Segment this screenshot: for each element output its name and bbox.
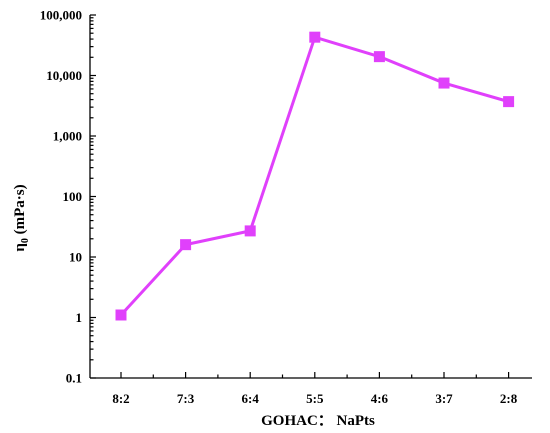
x-tick-label: 8:2 xyxy=(112,391,129,406)
x-tick-label: 4:6 xyxy=(371,391,389,406)
y-axis-title: η0 (mPa·s) xyxy=(12,184,31,251)
y-tick-label: 10,000 xyxy=(46,68,82,83)
y-tick-label: 100,000 xyxy=(40,8,82,23)
y-tick-label: 1 xyxy=(76,310,83,325)
axes xyxy=(89,15,532,379)
data-point-marker xyxy=(373,51,385,63)
y-tick-label: 0.1 xyxy=(66,371,82,386)
x-tick-label: 3:7 xyxy=(435,391,453,406)
x-tick-label: 2:8 xyxy=(500,391,518,406)
y-axis-title-subscript: 0 xyxy=(20,238,31,243)
y-axis-title-symbol: η xyxy=(12,243,28,252)
x-tick-label: 5:5 xyxy=(306,391,324,406)
data-point-marker xyxy=(309,31,321,43)
y-tick-label: 10 xyxy=(69,250,82,265)
y-tick-label: 100 xyxy=(63,189,83,204)
x-axis-title: GOHAC： NaPts xyxy=(261,413,375,429)
data-point-marker xyxy=(244,225,256,237)
series-line xyxy=(119,35,510,317)
data-point-marker xyxy=(438,77,450,89)
y-tick-label: 1,000 xyxy=(53,129,82,144)
x-tick-label: 7:3 xyxy=(177,391,195,406)
series-layer xyxy=(115,31,515,321)
y-axis-ticks: 0.1 1 10 100 1,000 10,000 100,000 xyxy=(40,8,96,386)
data-point-marker xyxy=(115,309,127,321)
x-tick-label: 6:4 xyxy=(242,391,260,406)
data-point-marker xyxy=(503,96,515,108)
x-axis-ticks: 8:2 7:3 6:4 5:5 4:6 3:7 2:8 xyxy=(112,372,518,406)
y-axis-title-unit: (mPa·s) xyxy=(12,184,28,238)
data-point-marker xyxy=(180,239,192,251)
